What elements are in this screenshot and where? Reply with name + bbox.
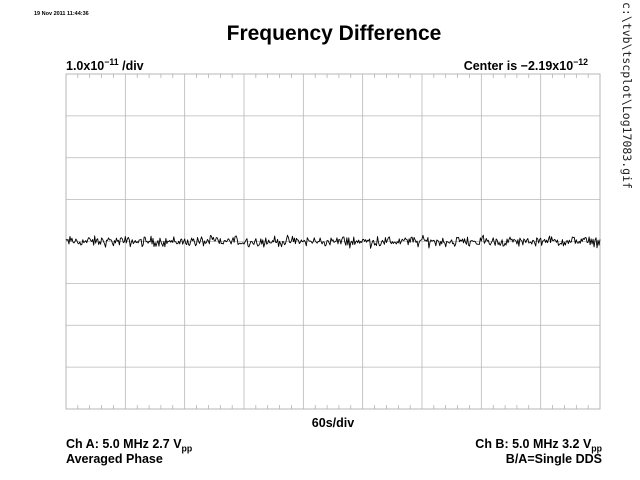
mode-label: Averaged Phase (66, 452, 163, 466)
ratio-label: B/A=Single DDS (505, 452, 602, 466)
channel-b-info: Ch B: 5.0 MHz 3.2 Vpp (475, 437, 602, 454)
series-line (65, 234, 601, 249)
y-scale-unit: /div (122, 59, 144, 74)
y-scale-exponent: −11 (104, 57, 119, 67)
file-path-label: c:\tvb\tscplot\Log17083.gif (620, 2, 634, 189)
channel-a-info: Ch A: 5.0 MHz 2.7 Vpp (66, 437, 192, 454)
timestamp: 19 Nov 2011 11:44:36 (34, 11, 89, 17)
y-scale-mantissa: 1.0x10 (66, 59, 105, 74)
channel-b-sub: pp (591, 443, 602, 454)
channel-a-text: Ch A: 5.0 MHz 2.7 V (66, 437, 182, 451)
y-scale-label: 1.0x10−11 /div (66, 57, 144, 73)
x-scale-label: 60s/div (311, 416, 355, 430)
chart-title: Frequency Difference (226, 22, 442, 45)
channel-b-text: Ch B: 5.0 MHz 3.2 V (475, 437, 592, 451)
center-exponent: −12 (573, 57, 588, 67)
trace-group (65, 234, 601, 249)
center-prefix: Center is −2.19x10 (463, 59, 574, 74)
center-value-label: Center is −2.19x10−12 (464, 57, 588, 73)
channel-a-sub: pp (181, 443, 193, 454)
